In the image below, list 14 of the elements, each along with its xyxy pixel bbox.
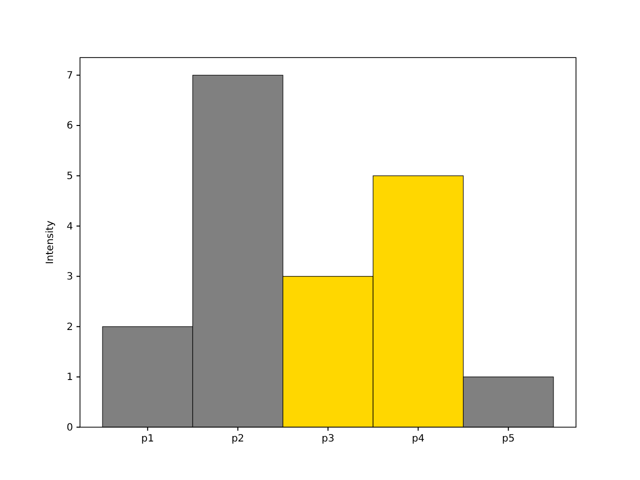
y-tick-label: 6 <box>66 120 73 132</box>
y-tick-label: 2 <box>66 322 73 333</box>
x-tick-label: p3 <box>322 433 334 444</box>
y-axis-title: Intensity <box>45 220 56 264</box>
y-tick-label: 7 <box>66 70 73 82</box>
x-tick-label: p1 <box>141 433 154 444</box>
y-tick-label: 5 <box>66 170 73 182</box>
x-tick-label: p4 <box>412 433 425 444</box>
x-tick-label: p5 <box>502 433 515 444</box>
y-tick-label: 3 <box>66 272 73 283</box>
y-tick-label: 4 <box>66 221 73 232</box>
y-tick-label: 0 <box>66 422 73 434</box>
x-tick-label: p2 <box>231 433 244 444</box>
y-tick-label: 1 <box>66 372 73 384</box>
